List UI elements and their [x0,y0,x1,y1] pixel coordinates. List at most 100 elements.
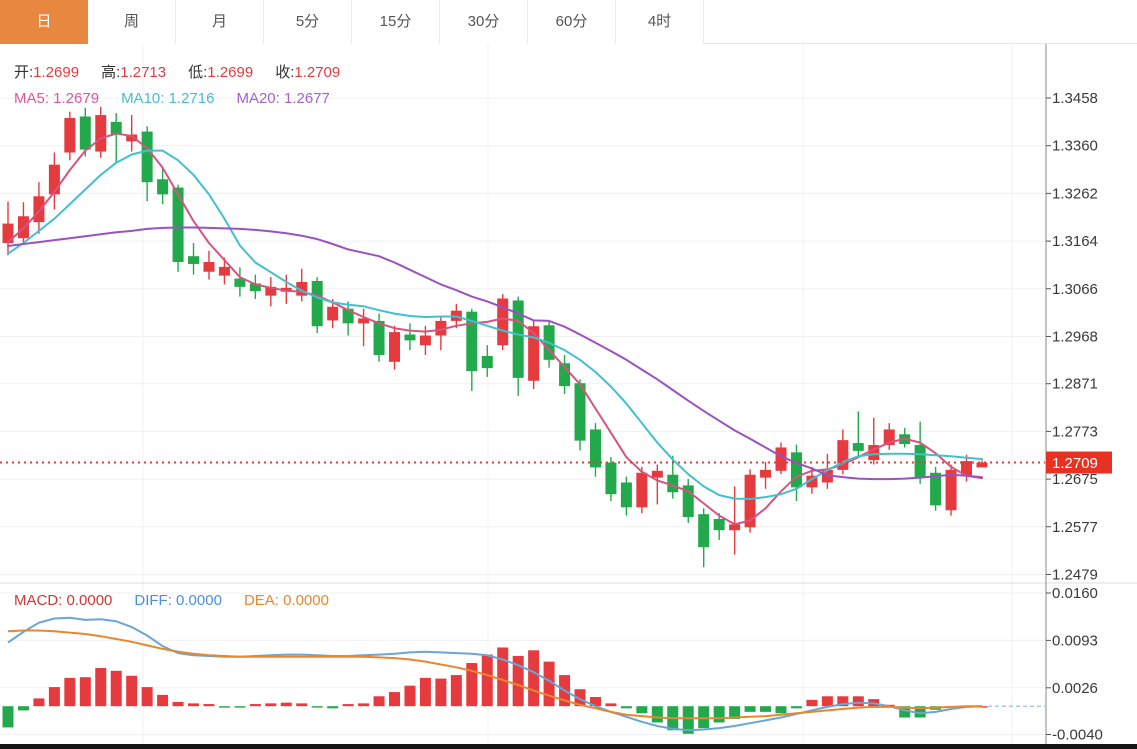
ma20-line [7,226,983,481]
ohlc-label: 低: [188,64,208,81]
candle [605,462,617,495]
candle [404,334,416,341]
axis-tick-label: 0.0160 [1052,585,1098,602]
tab-15分[interactable]: 15分 [352,0,440,44]
candle [651,470,663,478]
axis-tick-label: 1.3458 [1052,90,1098,107]
macd-hist-bar [141,687,153,707]
tab-60分[interactable]: 60分 [528,0,616,44]
macd-hist-bar [249,704,261,707]
macd-hist-bar [899,706,911,718]
ohlc-value: 1.2713 [120,64,167,81]
macd-hist-bar [2,706,14,728]
ohlc-value: 1.2699 [33,64,80,81]
macd-line-segment: DIFF: 0.0000 [134,592,222,609]
tab-4时[interactable]: 4时 [616,0,704,44]
candle [358,318,370,324]
candle [2,223,14,244]
candle [311,280,323,327]
macd-hist-bar [435,678,447,707]
candle [466,311,478,372]
candle [203,262,215,272]
candle [327,306,339,321]
candle [852,443,864,451]
macd-hist-bar [729,706,741,719]
macd-info-line: MACD: 0.0000 DIFF: 0.0000 DEA: 0.0000 [14,592,351,609]
axis-tick-label: 1.2968 [1052,328,1098,345]
bottom-edge [0,744,1137,749]
macd-hist-bar [852,696,864,707]
macd-hist-bar [419,677,431,707]
ohlc-label: 高: [101,64,121,81]
candle [698,514,710,548]
macd-hist-bar [296,703,308,707]
tab-周[interactable]: 周 [88,0,176,44]
macd-hist-bar [481,654,493,707]
candle [636,472,648,508]
ohlc-segment: 低:1.2699 [188,64,253,81]
ma-line-segment: MA20: 1.2677 [236,90,330,107]
axis-tick-label: 1.3066 [1052,281,1098,298]
macd-hist-bar [821,696,833,707]
candle [435,320,447,336]
tab-30分[interactable]: 30分 [440,0,528,44]
macd-hist-bar [79,677,91,707]
ohlc-segment: 高:1.2713 [101,64,166,81]
macd-hist-bar [914,706,926,718]
candle [760,469,772,478]
tab-5分[interactable]: 5分 [264,0,352,44]
macd-hist-bar [110,670,122,707]
ma-info-line: MA5: 1.2679 MA10: 1.2716 MA20: 1.2677 [14,90,352,107]
candle [806,475,818,488]
axis-tick-label: -0.0040 [1052,727,1103,744]
candle [574,383,586,441]
macd-hist-bar [358,703,370,707]
candle [249,283,261,292]
macd-hist-bar [203,704,215,707]
tab-月[interactable]: 月 [176,0,264,44]
candle [976,462,988,468]
candle [744,474,756,528]
candle [775,447,787,471]
candle [48,164,60,195]
macd-hist-bar [404,685,416,707]
macd-hist-bar [605,703,617,707]
candle [373,320,385,355]
candle [389,332,400,362]
macd-hist-bar [620,706,632,709]
macd-hist-bar [450,675,462,707]
axis-tick-label: 1.3164 [1052,233,1098,250]
macd-hist-bar [790,706,802,709]
candle [914,445,926,478]
ohlc-segment: 收:1.2709 [275,64,340,81]
macd-hist-bar [760,706,772,712]
candle [837,440,849,470]
macd-hist-bar [234,706,246,708]
candle [589,429,601,468]
candle [481,355,493,369]
axis-tick-label: 0.0026 [1052,680,1098,697]
candle [296,281,308,296]
macd-hist-bar [389,692,400,707]
macd-hist-bar [543,661,555,707]
dea-line [7,629,982,720]
macd-hist-bar [574,689,586,707]
candle [172,187,184,263]
ma5-line [7,132,983,526]
current-price-badge-label: 1.2709 [1052,455,1098,472]
macd-hist-bar [775,706,787,714]
candle [559,363,571,387]
candle [667,474,679,493]
macd-hist-bar [744,706,756,712]
candle [682,485,694,518]
macd-hist-bar [218,706,230,708]
tab-日[interactable]: 日 [0,0,88,44]
candle [234,278,246,287]
macd-hist-bar [311,706,323,708]
candle [33,196,45,223]
candle [265,286,277,296]
candle [419,335,431,346]
macd-line-segment: DEA: 0.0000 [243,592,329,609]
macd-hist-bar [95,667,107,707]
